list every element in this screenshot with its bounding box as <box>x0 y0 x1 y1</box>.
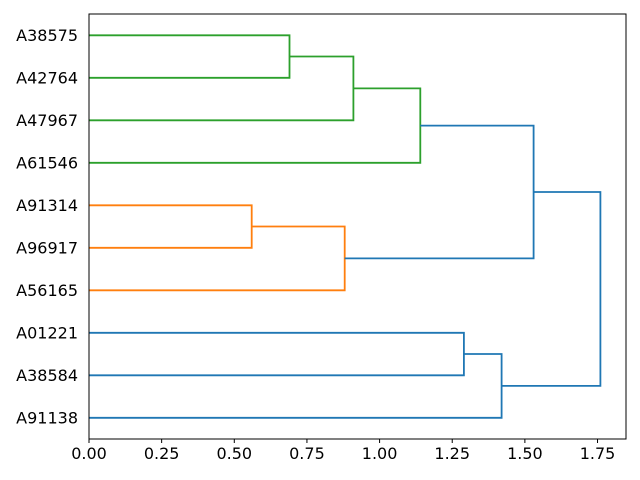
y-leaf-label: A91138 <box>16 408 78 427</box>
x-tick-label: 0.25 <box>144 444 180 463</box>
y-leaf-label: A38575 <box>16 26 78 45</box>
dendrogram-link-g1 <box>89 34 291 79</box>
x-tick-label: 1.00 <box>362 444 398 463</box>
plot-border <box>88 13 627 440</box>
y-leaf-label: A42764 <box>16 68 78 87</box>
dendrogram-link-o1 <box>89 204 253 249</box>
y-leaf-label: A38584 <box>16 366 78 385</box>
dendrogram-link-b4 <box>501 191 602 387</box>
y-leaf-label: A61546 <box>16 153 78 172</box>
y-leaf-label: A01221 <box>16 323 78 342</box>
x-tick-label: 0.50 <box>216 444 252 463</box>
y-leaf-label: A91314 <box>16 196 78 215</box>
x-tick-label: 0.00 <box>71 444 107 463</box>
dendrogram-link-o2 <box>89 225 346 292</box>
x-tick-label: 0.75 <box>289 444 325 463</box>
dendrogram-link-b1 <box>344 124 535 260</box>
dendrogram-link-g2 <box>89 55 355 122</box>
dendrogram-link-b3 <box>89 353 503 419</box>
x-tick-label: 1.50 <box>507 444 543 463</box>
x-tick-label: 1.25 <box>434 444 470 463</box>
dendrogram-link-b2 <box>89 331 465 377</box>
y-leaf-label: A56165 <box>16 281 78 300</box>
dendrogram-link-g3 <box>89 87 422 164</box>
x-tick-label: 1.75 <box>580 444 616 463</box>
y-leaf-label: A47967 <box>16 111 78 130</box>
y-leaf-label: A96917 <box>16 238 78 257</box>
